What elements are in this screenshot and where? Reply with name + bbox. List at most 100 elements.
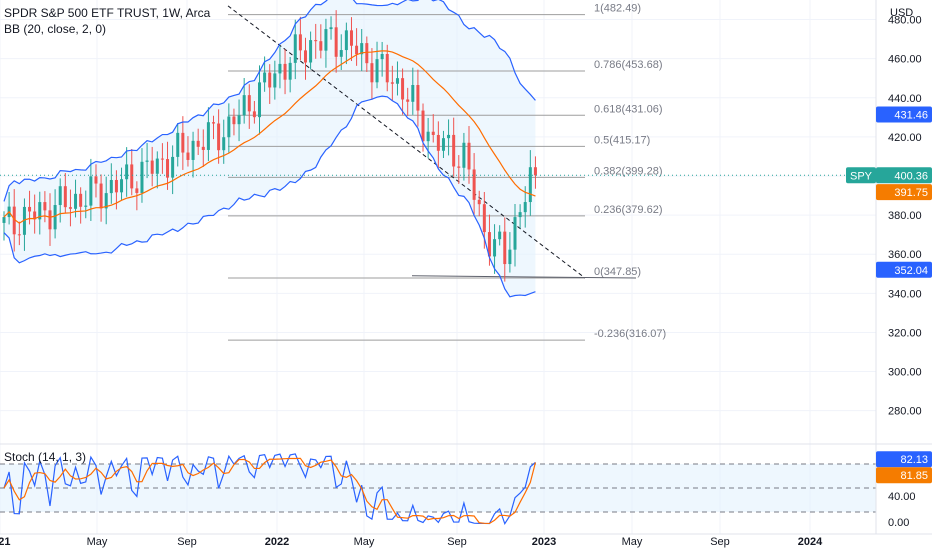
time-tick-label: Sep	[710, 536, 730, 548]
candle-body	[482, 204, 486, 233]
candle-body	[390, 82, 394, 84]
time-tick-label: May	[354, 536, 375, 548]
candle-body	[176, 132, 180, 157]
candle-body	[421, 110, 425, 142]
candle-body	[447, 134, 451, 139]
upper-band-badge-bg	[876, 106, 932, 123]
stoch-d-line	[3, 457, 537, 525]
candle-body	[17, 234, 21, 236]
candle-body	[89, 176, 93, 206]
candle-body	[28, 206, 32, 212]
candle-body	[283, 63, 287, 80]
stoch-d-badge-bg	[876, 467, 932, 484]
candle-body	[518, 212, 522, 218]
candle-body	[498, 231, 502, 240]
candle-body	[309, 40, 313, 63]
fib-level-label: 0.5(415.17)	[594, 134, 650, 146]
candle-body	[452, 134, 456, 167]
time-tick-label: Sep	[177, 536, 197, 548]
candle-body	[288, 62, 292, 80]
candle-body	[247, 95, 251, 112]
candle-body	[370, 63, 374, 83]
candle-body	[155, 158, 159, 174]
fib-level-label: 0.618(431.06)	[594, 103, 663, 115]
candle-body	[227, 116, 231, 138]
time-tick-label: May	[87, 536, 108, 548]
candle-body	[436, 134, 440, 151]
candle-body	[324, 29, 328, 51]
candle-body	[150, 160, 154, 174]
time-tick-label: 2022	[265, 536, 289, 548]
candle-body	[314, 40, 318, 42]
candle-body	[329, 27, 333, 30]
basis-badge: 391.75	[894, 187, 928, 199]
candle-body	[125, 164, 129, 180]
price-tick-label: 380.00	[888, 210, 922, 222]
symbol-title[interactable]: SPDR S&P 500 ETF TRUST, 1W, Arca	[4, 6, 211, 20]
bollinger-lower-line	[3, 95, 536, 298]
price-tick-label: 340.00	[888, 288, 922, 300]
candle-body	[278, 63, 282, 74]
stoch-indicator-label[interactable]: Stoch (14, 1, 3)	[4, 450, 87, 464]
trendline[interactable]	[227, 5, 586, 279]
candle-body	[222, 137, 226, 151]
candle-body	[395, 78, 399, 84]
candle-body	[109, 179, 113, 194]
candle-body	[401, 78, 405, 100]
candle-body	[196, 140, 200, 147]
candle-body	[38, 202, 42, 220]
axis-currency-label: USD	[890, 7, 913, 19]
candle-body	[217, 123, 221, 151]
price-tick-label: 320.00	[888, 327, 922, 339]
candle-body	[406, 99, 410, 102]
candle-body	[319, 41, 323, 51]
candle-body	[462, 142, 466, 168]
candle-body	[523, 202, 527, 213]
time-tick-label: 2023	[532, 536, 556, 548]
candle-body	[503, 231, 507, 265]
candle-body	[293, 34, 297, 63]
candle-body	[120, 179, 124, 193]
candle-body	[22, 206, 26, 235]
candle-body	[242, 95, 246, 116]
fib-level-label: 0(347.85)	[594, 266, 641, 278]
candle-body	[355, 45, 359, 55]
candle-body	[74, 193, 78, 209]
candle-body	[508, 249, 512, 265]
basis-badge-bg	[876, 184, 932, 201]
spy-symbol-badge-bg	[846, 167, 876, 184]
support-line[interactable]	[411, 275, 637, 279]
candle-body	[487, 232, 491, 257]
candle-body	[467, 142, 471, 170]
candle-body	[263, 72, 267, 83]
stoch-k-line	[3, 453, 536, 526]
candle-body	[114, 179, 118, 193]
fib-level-label: 0.236(379.62)	[594, 204, 663, 216]
stoch-d-badge: 81.85	[900, 470, 928, 482]
candle-body	[268, 72, 272, 88]
candle-body	[339, 50, 343, 57]
candle-body	[385, 53, 389, 83]
candle-body	[33, 211, 37, 220]
candle-body	[528, 167, 532, 203]
spy-symbol-badge: SPY	[850, 170, 873, 182]
stoch-k-badge-bg	[876, 451, 932, 468]
time-tick-label: Sep	[447, 536, 467, 548]
candle-body	[344, 30, 348, 51]
spy-price-badge-bg	[876, 167, 932, 184]
candle-body	[365, 43, 369, 64]
candle-body	[104, 193, 108, 209]
price-tick-label: 440.00	[888, 93, 922, 105]
candle-body	[2, 217, 6, 223]
candle-body	[63, 186, 67, 208]
candle-body	[334, 27, 338, 57]
time-tick-label: 2024	[798, 536, 823, 548]
bb-indicator-label[interactable]: BB (20, close, 2, 0)	[4, 22, 107, 36]
candle-body	[472, 169, 476, 200]
candle-body	[53, 205, 57, 230]
price-tick-label: 360.00	[888, 249, 922, 261]
fib-level-label: 1(482.49)	[594, 3, 641, 15]
lower-band-badge: 352.04	[894, 265, 928, 277]
price-tick-label: 480.00	[888, 15, 922, 27]
